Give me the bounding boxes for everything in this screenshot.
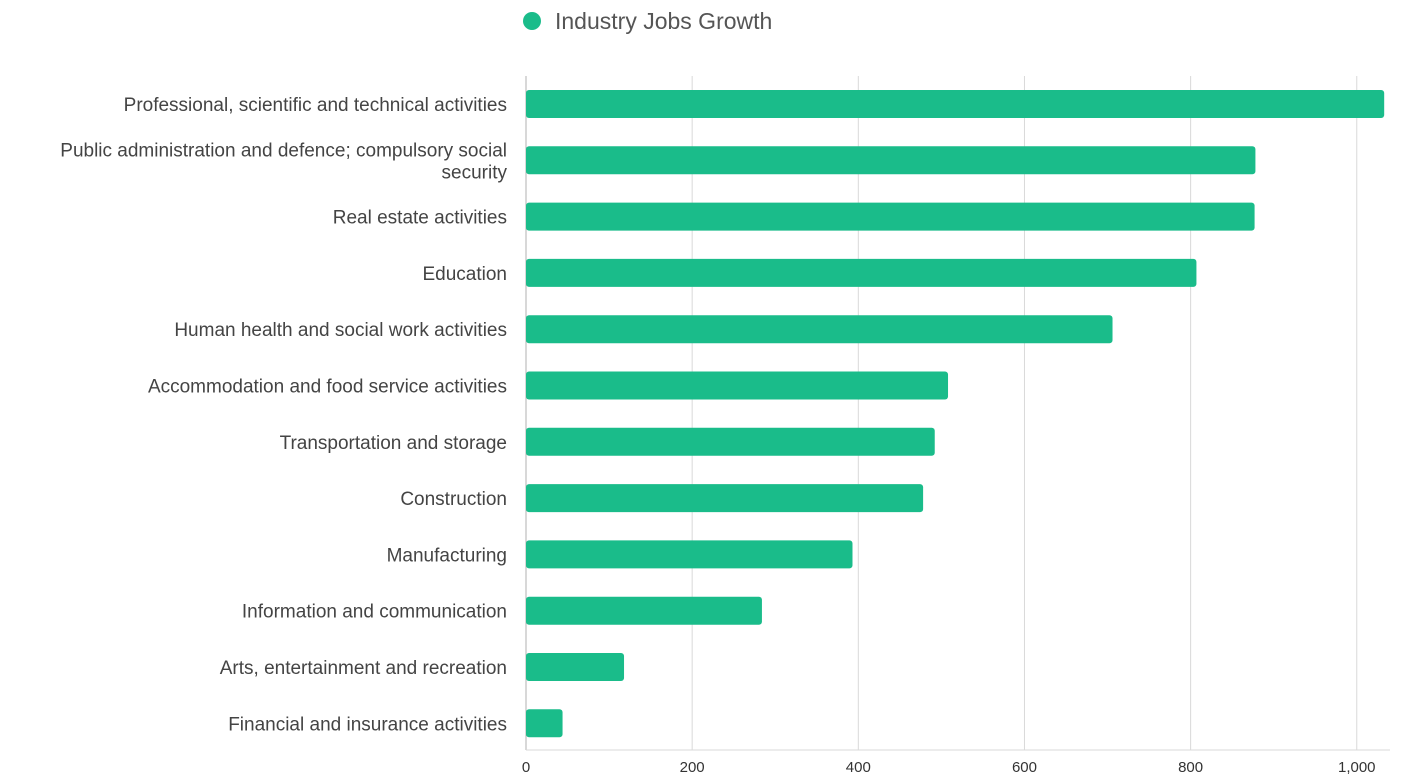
bars: [526, 90, 1385, 738]
bar: [526, 315, 1113, 344]
x-tick-label: 400: [846, 759, 871, 776]
legend: Industry Jobs Growth: [523, 8, 772, 34]
bar: [526, 484, 924, 513]
x-gridlines: [525, 76, 1390, 751]
legend-label: Industry Jobs Growth: [555, 8, 772, 34]
bar: [526, 709, 563, 738]
x-axis-tick-labels: 0 200 400 600 800 1,000: [522, 759, 1376, 776]
bar: [526, 596, 762, 625]
bar: [526, 540, 853, 569]
category-label: Human health and social work activities: [174, 320, 507, 341]
x-tick-label: 600: [1012, 759, 1037, 776]
bar: [526, 371, 949, 400]
bar: [526, 146, 1256, 175]
category-label: Accommodation and food service activitie…: [148, 377, 507, 398]
x-tick-label: 800: [1178, 759, 1203, 776]
bar: [526, 90, 1385, 118]
bar: [526, 258, 1197, 287]
category-label: Financial and insurance activities: [228, 714, 507, 735]
category-label: Public administration and defence; compu…: [60, 140, 507, 183]
category-label: Education: [422, 264, 507, 285]
bar: [526, 427, 935, 456]
category-label: Arts, entertainment and recreation: [220, 658, 507, 679]
category-labels: Professional, scientific and technical a…: [60, 95, 507, 735]
legend-swatch-icon: [523, 12, 541, 30]
x-tick-label: 1,000: [1338, 759, 1376, 776]
category-label: Professional, scientific and technical a…: [124, 95, 507, 116]
category-label: Information and communication: [242, 602, 507, 623]
category-label: Real estate activities: [333, 208, 507, 229]
bar: [526, 653, 625, 681]
category-label: Manufacturing: [387, 545, 507, 566]
category-label: Transportation and storage: [280, 433, 507, 454]
bar: [526, 202, 1255, 231]
x-tick-label: 200: [680, 759, 705, 776]
category-label: Construction: [400, 489, 507, 510]
x-tick-label: 0: [522, 759, 530, 776]
